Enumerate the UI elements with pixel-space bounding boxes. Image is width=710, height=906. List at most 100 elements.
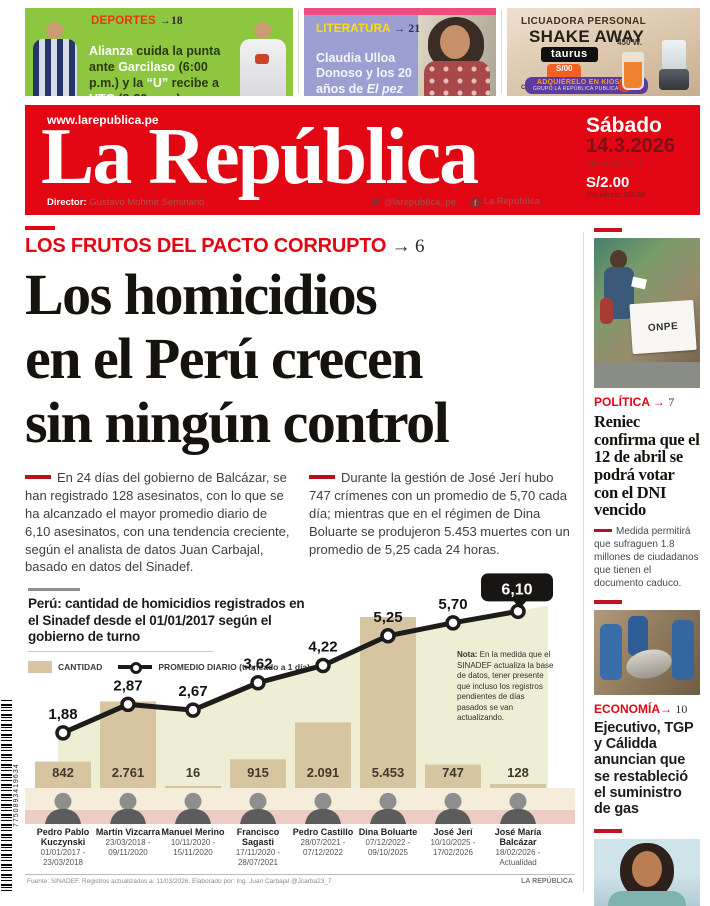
story1-dek: Medida permitirá que sufraguen 1.8 millo… (594, 525, 699, 589)
price-label: S/2.00 (586, 174, 630, 191)
president-photo-5 (362, 790, 414, 825)
bar-value-label-2: 16 (186, 765, 200, 780)
line-value-label-0: 1,88 (48, 706, 77, 723)
story-dash (594, 599, 622, 604)
story2-headline: Ejecutivo, TGP y Cálidda anuncian que se… (594, 719, 694, 818)
onpe-label: ONPE (647, 320, 679, 334)
line-marker-7 (510, 603, 526, 620)
teaser-literatura: LITERATURA → 21 Claudia Ulloa Donoso y l… (304, 8, 496, 96)
story2-section: ECONOMÍA→ 10 (594, 701, 688, 716)
literatura-page-ref: → 21 (393, 23, 421, 35)
president-label-0: Pedro Pablo Kuczynski 01/01/2017 - 23/03/… (36, 827, 90, 867)
deportes-teaser-text: Alianza cuida la punta ante Garcilaso (6… (89, 43, 221, 97)
intro-right: Durante la gestión de José Jerí hubo 747… (309, 470, 570, 557)
bar-value-label-0: 842 (52, 765, 74, 780)
line-area-fill (58, 605, 548, 789)
line-marker-5 (380, 628, 396, 644)
kicker-text: LOS FRUTOS DEL PACTO CORRUPTO (25, 235, 387, 257)
chart-footer-rule (25, 874, 575, 876)
president-label-4: Pedro Castillo 28/07/2021 - 07/12/2022 (292, 827, 354, 857)
line-value-label-4: 4,22 (308, 639, 337, 656)
gas-workers-photo (594, 609, 700, 695)
line-value-label-6: 5,70 (438, 596, 467, 613)
story1-headline: Reniec confirma que el 12 de abril se po… (594, 412, 700, 520)
website-url: www.larepublica.pe (47, 113, 159, 127)
ballot-box: ONPE (629, 299, 697, 355)
barcode-stripes (1, 700, 12, 891)
line-marker-1 (120, 696, 136, 713)
kicker: LOS FRUTOS DEL PACTO CORRUPTO → 6 (25, 235, 575, 258)
president-label-7: José María Balcázar 18/02/2026 - Actualid… (494, 827, 542, 867)
barcode-number: 7750893419634 (13, 763, 20, 828)
line-value-label-5: 5,25 (373, 609, 402, 626)
ad-product-line1: LICUADORA PERSONAL (521, 16, 647, 27)
blender-advertisement: LICUADORA PERSONAL SHAKE AWAY taurus 450… (507, 8, 700, 96)
president-label-1: Martín Vizcarra 23/03/2018 - 09/11/2020 (95, 827, 161, 857)
legend-promedio: PROMEDIO DIARIO (truncado a 1 día) (118, 662, 310, 675)
president-photo-7 (492, 790, 544, 825)
chart-source: Fuente: SINADEF. Registros actualizados … (27, 878, 332, 886)
deportes-section-label: DEPORTES →18 (91, 15, 183, 27)
line-value-label-1: 2,87 (113, 678, 142, 695)
air-price-label: Vía aérea: S/2.50 (586, 190, 646, 199)
voter-figure (600, 250, 647, 370)
lead-intro: En 24 días del gobierno de Balcázar, se … (25, 469, 575, 576)
chart-note: Nota: En la medida que el SINADEF actual… (457, 650, 554, 723)
bar-7 (490, 784, 546, 789)
director-label: Director: (47, 197, 87, 208)
bar-1 (100, 701, 156, 789)
edition-label: Año 45 | N° 16.135 (586, 159, 651, 168)
callout-value: 6,10 (501, 581, 532, 598)
president-label-5: Dina Boluarte 07/12/2022 - 09/10/2025 (358, 827, 418, 857)
kicker-dash (25, 226, 55, 230)
president-label-6: José Jerí 10/10/2025 - 17/02/2026 (430, 827, 476, 857)
facebook-handle: f La República (469, 196, 540, 208)
line-marker-4 (315, 657, 331, 674)
sidebar: ONPE POLÍTICA → 7 Reniec confirma que el… (594, 228, 700, 906)
bar-value-label-7: 128 (507, 765, 529, 780)
chart-title: Perú: cantidad de homicidios registrados… (28, 596, 305, 645)
president-photo-0 (37, 790, 89, 825)
soccer-player-photo-right (233, 20, 293, 96)
callout-pointer (513, 600, 527, 609)
soccer-player-photo-left (25, 20, 85, 96)
intro-left: En 24 días del gobierno de Balcázar, se … (25, 470, 290, 575)
president-photo-6 (427, 790, 479, 825)
chart-title-rule (28, 651, 213, 653)
social-line: @larepublica_pe f La República (370, 196, 540, 208)
bar-2 (165, 786, 221, 789)
president-photo-3 (232, 790, 284, 825)
promedio-line (61, 609, 519, 736)
deportes-page-ref: →18 (159, 15, 183, 27)
ad-brand-logo: taurus (541, 47, 598, 62)
story-dash (594, 829, 622, 834)
masthead-date-block: Sábado 14.3.2026 Año 45 | N° 16.135 S/2.… (586, 115, 686, 199)
line-marker-3 (250, 675, 266, 691)
author-photo (418, 15, 496, 96)
teaser-divider (298, 10, 299, 94)
ad-product-line2: SHAKE AWAY (529, 27, 645, 46)
bar-value-label-3: 915 (247, 765, 269, 780)
bar-0 (35, 761, 91, 789)
literatura-section-label: LITERATURA → 21 (316, 23, 420, 35)
day-label: Sábado (586, 114, 662, 137)
line-marker-0 (55, 725, 71, 741)
legend-cantidad: CANTIDAD (28, 661, 102, 674)
line-marker-6 (445, 615, 461, 631)
ad-cta-button: ADQUIÉRELO EN KIOSCOS GRUPO LA REPÚBLICA… (525, 77, 648, 94)
director-line: Director: Gustavo Mohme Seminario (47, 197, 204, 208)
bar-value-label-1: 2.761 (112, 765, 145, 780)
bar-4 (295, 722, 351, 789)
twitter-handle: @larepublica_pe (370, 196, 456, 207)
date-label: 14.3.2026 (586, 135, 675, 157)
newspaper-logo: La República (41, 113, 479, 201)
blender-image (618, 32, 696, 92)
chart-plot: 842 2.761 16 915 2.091 5.453 747 128 1,88 2,87 2,6… (35, 573, 553, 789)
main-headline: Los homicidios en el Perú crecen sin ningú… (25, 262, 450, 455)
bar-value-label-4: 2.091 (307, 765, 340, 780)
facebook-icon: f (469, 197, 481, 208)
bar-value-label-5: 5.453 (372, 765, 405, 780)
line-value-label-3: 3,62 (243, 656, 272, 673)
bullet-dash (25, 475, 51, 480)
president-label-3: Francisco Sagasti 17/11/2020 - 28/07/2021 (235, 827, 281, 867)
